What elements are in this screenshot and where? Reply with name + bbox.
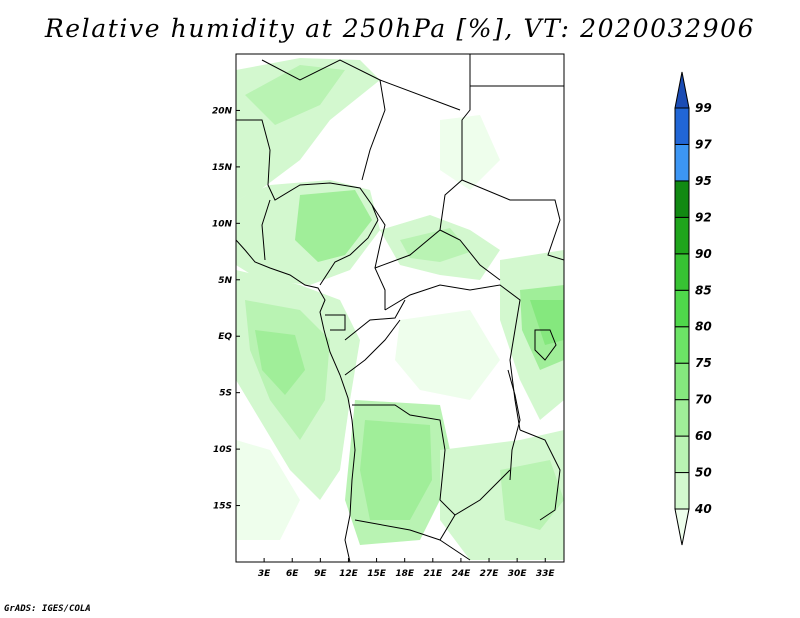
lon-tick-label: 15E: [367, 569, 387, 579]
colorbar-label: 60: [695, 429, 712, 443]
colorbar-segment: [674, 216, 690, 255]
lat-tick-label: 5S: [219, 389, 232, 399]
country-borders: [236, 54, 564, 562]
lon-tick-label: 21E: [423, 569, 443, 579]
lon-tick-label: 18E: [395, 569, 415, 579]
colorbar-label: 90: [695, 247, 712, 261]
lon-tick-label: 3E: [258, 569, 271, 579]
lon-tick-label: 33E: [536, 569, 556, 579]
colorbar-segment: [674, 472, 690, 510]
colorbar-segment: [674, 326, 690, 364]
colorbar-lower-arrow: [674, 508, 690, 546]
lon-tick-label: 12E: [339, 569, 359, 579]
colorbar-segment: [674, 362, 690, 401]
lon-tick-label: 24E: [452, 569, 472, 579]
lon-tick-label: 6E: [286, 569, 299, 579]
colorbar-label: 99: [695, 101, 712, 115]
colorbar-segment: [674, 180, 690, 218]
colorbar-segment: [674, 289, 690, 328]
longitude-ticks: 3E 6E 9E 12E 15E 18E 21E 24E 27E 30E 33E: [258, 558, 556, 579]
colorbar-label: 95: [695, 174, 712, 188]
colorbar-segment: [674, 399, 690, 437]
lon-tick-label: 30E: [508, 569, 528, 579]
colorbar-label: 70: [695, 393, 712, 407]
colorbar-label: 75: [695, 356, 712, 370]
colorbar-label: 97: [695, 137, 712, 151]
colorbar-label: 80: [695, 320, 712, 334]
lat-tick-label: 15N: [212, 163, 233, 173]
lat-tick-label: 10N: [212, 219, 233, 229]
grads-credit: GrADS: IGES/COLA: [4, 604, 91, 614]
colorbar-segment: [674, 143, 690, 182]
colorbar: 40 50 60 70 75 80 85 90 92 95 97 99: [674, 71, 712, 546]
colorbar-label: 85: [695, 283, 712, 297]
lon-tick-label: 27E: [480, 569, 500, 579]
lat-tick-label: 5N: [218, 276, 232, 286]
latitude-ticks: 20N 15N 10N 5N EQ 5S 10S 15S: [212, 106, 240, 512]
colorbar-segment: [674, 253, 690, 291]
colorbar-segment: [674, 435, 690, 474]
lat-tick-label: 15S: [213, 502, 232, 512]
colorbar-upper-arrow: [674, 71, 690, 109]
colorbar-label: 92: [695, 210, 712, 224]
lon-tick-label: 9E: [314, 569, 327, 579]
lat-tick-label: 10S: [213, 445, 232, 455]
lat-tick-label: 20N: [212, 106, 233, 116]
colorbar-label: 50: [695, 466, 712, 480]
map-frame: [235, 53, 565, 563]
colorbar-label: 40: [694, 502, 712, 516]
colorbar-segment: [674, 107, 690, 145]
map-title: Relative humidity at 250hPa [%], VT: 202…: [44, 14, 756, 43]
lat-tick-label: EQ: [218, 332, 232, 342]
